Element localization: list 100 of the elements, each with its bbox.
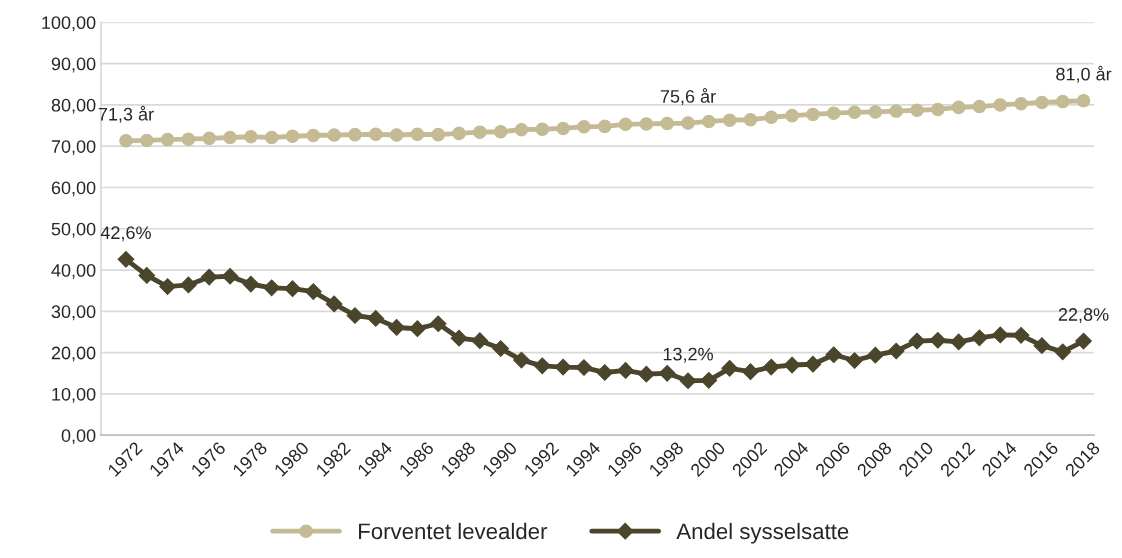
data-label: 13,2% [663, 347, 713, 363]
point [1076, 94, 1091, 108]
point [660, 116, 674, 131]
point [367, 310, 385, 327]
y-tick-label: 40,00 [51, 264, 96, 279]
data-label: 42,6% [100, 226, 151, 242]
y-tick-label: 0,00 [61, 429, 96, 445]
point [702, 114, 716, 129]
point [1012, 326, 1030, 344]
point [348, 127, 362, 142]
point [951, 100, 966, 115]
data-label: 71,3 år [98, 105, 154, 123]
point [764, 110, 779, 125]
point [554, 358, 572, 376]
point [826, 106, 841, 120]
point [1033, 337, 1051, 355]
point [638, 365, 655, 383]
data-label: 81,0 år [1056, 65, 1112, 83]
point [306, 128, 321, 143]
point [847, 105, 862, 120]
point [389, 128, 404, 142]
point [1075, 332, 1092, 350]
point [181, 132, 196, 146]
point [868, 105, 883, 119]
point [783, 356, 801, 374]
point [284, 280, 301, 298]
y-tick-label: 10,00 [52, 387, 96, 403]
point [575, 359, 593, 376]
point [471, 332, 489, 350]
point [221, 267, 239, 285]
point [514, 122, 529, 137]
point [700, 371, 718, 389]
point [452, 126, 466, 141]
point [867, 346, 884, 364]
point [429, 315, 447, 333]
point [140, 133, 154, 148]
point [1054, 343, 1072, 361]
legend-label: Forventet levealder [359, 522, 548, 540]
point [950, 333, 968, 351]
point [244, 129, 258, 144]
point [993, 98, 1008, 112]
point [825, 346, 843, 364]
point [119, 134, 133, 148]
point [804, 355, 822, 373]
point [658, 364, 676, 382]
point [556, 121, 570, 136]
y-tick-label: 100,00 [42, 16, 96, 32]
point [1014, 96, 1028, 111]
point [264, 130, 279, 145]
y-tick-label: 20,00 [51, 346, 96, 362]
point [409, 320, 426, 338]
point [200, 268, 218, 286]
point [681, 116, 695, 130]
y-tick-label: 60,00 [51, 181, 96, 197]
point [618, 117, 633, 132]
point [722, 113, 737, 127]
point [223, 130, 237, 145]
point [596, 364, 614, 381]
point [263, 279, 281, 297]
point [931, 102, 945, 117]
point [493, 124, 508, 139]
point [908, 332, 926, 350]
point [450, 329, 468, 347]
y-tick-label: 50,00 [51, 222, 96, 238]
point [535, 122, 550, 137]
point [368, 127, 383, 141]
point [1055, 94, 1070, 109]
point [617, 362, 634, 379]
point [972, 99, 987, 114]
point [180, 276, 197, 294]
point [1035, 95, 1049, 110]
point [138, 267, 156, 284]
point [533, 357, 551, 375]
y-tick-label: 80,00 [51, 98, 96, 114]
point [785, 108, 799, 123]
data-label: 75,6 år [660, 88, 716, 105]
point [806, 107, 820, 122]
point [160, 132, 175, 147]
point [410, 127, 425, 141]
point [597, 119, 612, 134]
point [492, 340, 510, 357]
point [242, 275, 260, 293]
point [991, 326, 1009, 344]
point [325, 295, 343, 313]
data-label: 22,8% [1058, 308, 1109, 323]
point [971, 329, 988, 347]
point [431, 127, 445, 142]
point [473, 125, 487, 139]
point [285, 129, 300, 144]
point [762, 358, 780, 376]
legend-label: Andel sysselsatte [676, 522, 849, 544]
y-tick-label: 30,00 [51, 305, 96, 321]
y-tick-label: 90,00 [51, 57, 96, 73]
point [577, 120, 591, 134]
point [742, 363, 759, 381]
point [327, 128, 341, 142]
point [887, 342, 905, 360]
point [889, 104, 903, 118]
point [743, 113, 758, 127]
point [910, 103, 924, 118]
